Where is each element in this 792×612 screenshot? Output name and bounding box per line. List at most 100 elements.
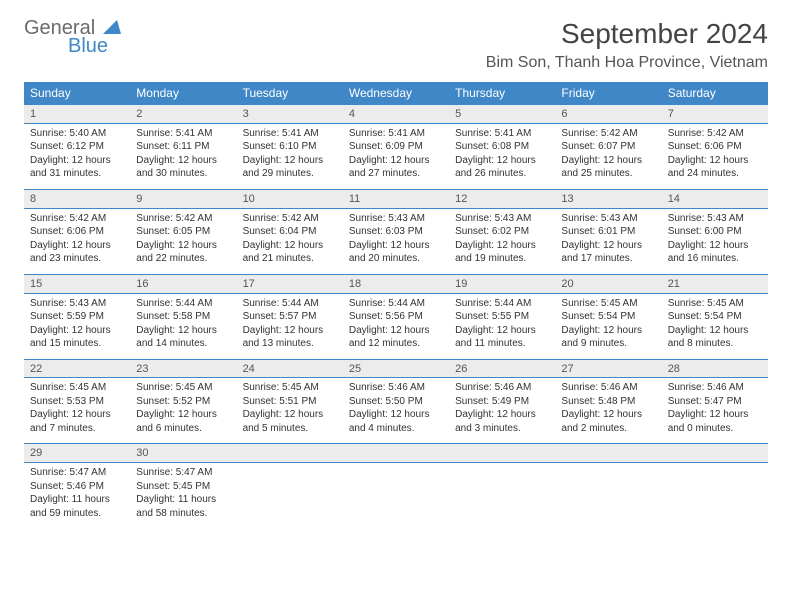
sunset-text: Sunset: 6:02 PM	[455, 225, 549, 239]
sunrise-text: Sunrise: 5:43 AM	[668, 212, 762, 226]
day-content-cell: Sunrise: 5:45 AMSunset: 5:54 PMDaylight:…	[555, 293, 661, 359]
daylight-text-1: Daylight: 11 hours	[136, 493, 230, 507]
sunrise-text: Sunrise: 5:43 AM	[455, 212, 549, 226]
sunset-text: Sunset: 6:03 PM	[349, 225, 443, 239]
sunrise-text: Sunrise: 5:42 AM	[136, 212, 230, 226]
sunset-text: Sunset: 6:06 PM	[668, 140, 762, 154]
day-number-cell: 14	[662, 189, 768, 208]
sunset-text: Sunset: 6:08 PM	[455, 140, 549, 154]
day-number-cell: 13	[555, 189, 661, 208]
day-content-cell: Sunrise: 5:44 AMSunset: 5:56 PMDaylight:…	[343, 293, 449, 359]
sunset-text: Sunset: 6:07 PM	[561, 140, 655, 154]
logo-text: General Blue	[24, 18, 121, 57]
day-number-cell: 17	[237, 274, 343, 293]
sunrise-text: Sunrise: 5:45 AM	[136, 381, 230, 395]
weekday-header: Friday	[555, 82, 661, 105]
sunrise-text: Sunrise: 5:43 AM	[349, 212, 443, 226]
title-block: September 2024 Bim Son, Thanh Hoa Provin…	[486, 18, 768, 72]
logo: General Blue	[24, 18, 121, 57]
sunset-text: Sunset: 5:48 PM	[561, 395, 655, 409]
sunrise-text: Sunrise: 5:44 AM	[349, 297, 443, 311]
sunset-text: Sunset: 5:58 PM	[136, 310, 230, 324]
daylight-text-2: and 31 minutes.	[30, 167, 124, 181]
day-content-cell	[237, 463, 343, 529]
daylight-text-2: and 9 minutes.	[561, 337, 655, 351]
day-number-cell: 8	[24, 189, 130, 208]
daylight-text-2: and 22 minutes.	[136, 252, 230, 266]
sunset-text: Sunset: 6:09 PM	[349, 140, 443, 154]
sunrise-text: Sunrise: 5:45 AM	[243, 381, 337, 395]
daylight-text-1: Daylight: 12 hours	[30, 408, 124, 422]
sunset-text: Sunset: 5:46 PM	[30, 480, 124, 494]
day-number-cell: 5	[449, 105, 555, 124]
sunrise-text: Sunrise: 5:40 AM	[30, 127, 124, 141]
weekday-header-row: Sunday Monday Tuesday Wednesday Thursday…	[24, 82, 768, 105]
sunset-text: Sunset: 5:56 PM	[349, 310, 443, 324]
day-number-cell: 3	[237, 105, 343, 124]
day-content-cell: Sunrise: 5:43 AMSunset: 5:59 PMDaylight:…	[24, 293, 130, 359]
sunrise-text: Sunrise: 5:42 AM	[668, 127, 762, 141]
weekday-header: Wednesday	[343, 82, 449, 105]
sunset-text: Sunset: 5:55 PM	[455, 310, 549, 324]
daylight-text-2: and 20 minutes.	[349, 252, 443, 266]
daylight-text-1: Daylight: 12 hours	[349, 408, 443, 422]
week-row: Sunrise: 5:47 AMSunset: 5:46 PMDaylight:…	[24, 463, 768, 529]
logo-blue-text: Blue	[68, 36, 121, 57]
daylight-text-1: Daylight: 12 hours	[668, 324, 762, 338]
sunset-text: Sunset: 5:50 PM	[349, 395, 443, 409]
day-number-cell: 21	[662, 274, 768, 293]
weekday-header: Tuesday	[237, 82, 343, 105]
day-number-cell: 26	[449, 359, 555, 378]
daylight-text-2: and 59 minutes.	[30, 507, 124, 521]
day-number-cell: 1	[24, 105, 130, 124]
daylight-text-2: and 5 minutes.	[243, 422, 337, 436]
sunrise-text: Sunrise: 5:41 AM	[349, 127, 443, 141]
sunrise-text: Sunrise: 5:43 AM	[561, 212, 655, 226]
daylight-text-2: and 27 minutes.	[349, 167, 443, 181]
daylight-text-1: Daylight: 12 hours	[30, 239, 124, 253]
daylight-text-1: Daylight: 12 hours	[136, 239, 230, 253]
day-number-cell: 22	[24, 359, 130, 378]
day-content-cell: Sunrise: 5:45 AMSunset: 5:53 PMDaylight:…	[24, 378, 130, 444]
sunrise-text: Sunrise: 5:41 AM	[455, 127, 549, 141]
daylight-text-2: and 3 minutes.	[455, 422, 549, 436]
day-content-cell: Sunrise: 5:43 AMSunset: 6:02 PMDaylight:…	[449, 208, 555, 274]
daylight-text-1: Daylight: 12 hours	[243, 324, 337, 338]
header: General Blue September 2024 Bim Son, Tha…	[24, 18, 768, 72]
daylight-text-2: and 12 minutes.	[349, 337, 443, 351]
daylight-text-1: Daylight: 12 hours	[561, 239, 655, 253]
daylight-text-2: and 7 minutes.	[30, 422, 124, 436]
daynum-row: 1234567	[24, 105, 768, 124]
sunrise-text: Sunrise: 5:46 AM	[349, 381, 443, 395]
day-number-cell	[449, 444, 555, 463]
day-content-cell: Sunrise: 5:46 AMSunset: 5:50 PMDaylight:…	[343, 378, 449, 444]
daylight-text-1: Daylight: 12 hours	[30, 154, 124, 168]
day-number-cell: 30	[130, 444, 236, 463]
day-content-cell	[449, 463, 555, 529]
day-number-cell: 4	[343, 105, 449, 124]
day-number-cell: 9	[130, 189, 236, 208]
daylight-text-2: and 15 minutes.	[30, 337, 124, 351]
day-number-cell	[662, 444, 768, 463]
day-content-cell: Sunrise: 5:42 AMSunset: 6:06 PMDaylight:…	[662, 123, 768, 189]
day-number-cell: 7	[662, 105, 768, 124]
daylight-text-2: and 14 minutes.	[136, 337, 230, 351]
sunset-text: Sunset: 6:00 PM	[668, 225, 762, 239]
daylight-text-2: and 0 minutes.	[668, 422, 762, 436]
sunrise-text: Sunrise: 5:44 AM	[243, 297, 337, 311]
day-content-cell: Sunrise: 5:41 AMSunset: 6:08 PMDaylight:…	[449, 123, 555, 189]
sunset-text: Sunset: 6:12 PM	[30, 140, 124, 154]
day-content-cell	[555, 463, 661, 529]
day-content-cell: Sunrise: 5:47 AMSunset: 5:46 PMDaylight:…	[24, 463, 130, 529]
weekday-header: Sunday	[24, 82, 130, 105]
sunrise-text: Sunrise: 5:43 AM	[30, 297, 124, 311]
sunset-text: Sunset: 6:10 PM	[243, 140, 337, 154]
day-content-cell: Sunrise: 5:44 AMSunset: 5:57 PMDaylight:…	[237, 293, 343, 359]
daylight-text-1: Daylight: 12 hours	[668, 239, 762, 253]
daylight-text-2: and 30 minutes.	[136, 167, 230, 181]
day-content-cell: Sunrise: 5:45 AMSunset: 5:54 PMDaylight:…	[662, 293, 768, 359]
daylight-text-2: and 11 minutes.	[455, 337, 549, 351]
sunrise-text: Sunrise: 5:44 AM	[455, 297, 549, 311]
daylight-text-1: Daylight: 12 hours	[455, 239, 549, 253]
day-content-cell: Sunrise: 5:41 AMSunset: 6:11 PMDaylight:…	[130, 123, 236, 189]
